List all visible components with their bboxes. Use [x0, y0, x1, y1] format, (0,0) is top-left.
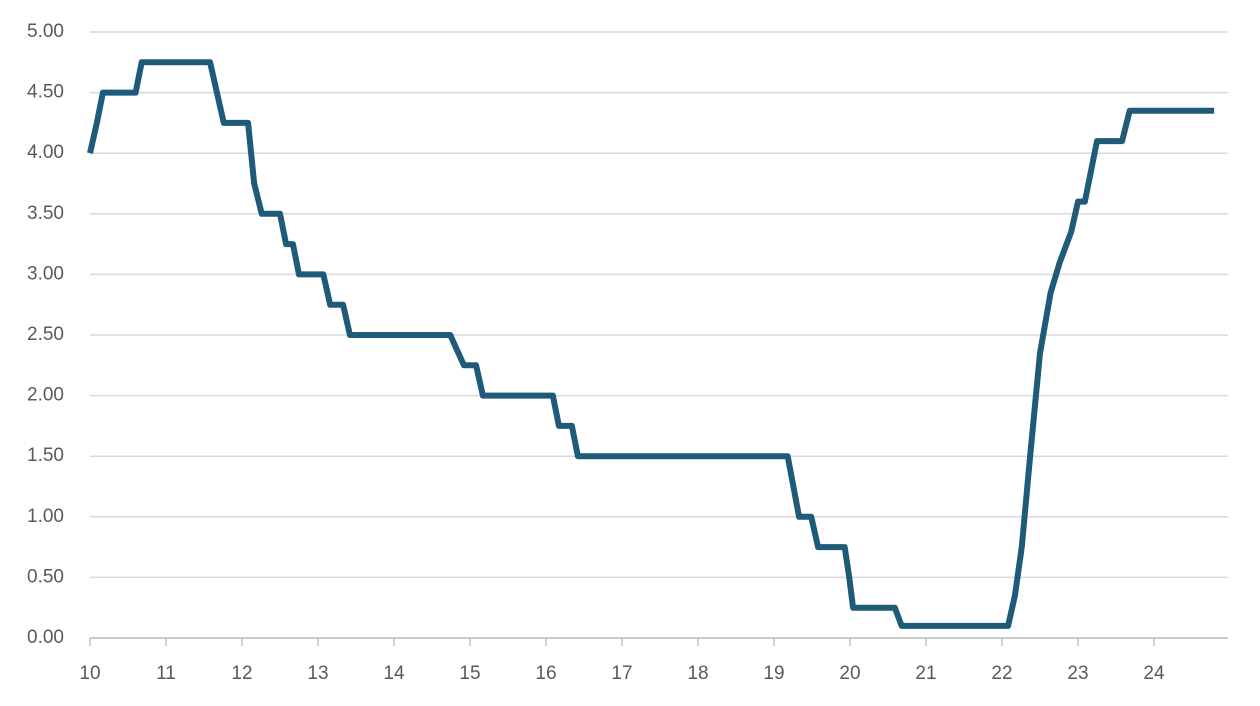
y-tick-label: 4.50: [27, 82, 64, 103]
y-tick-label: 3.00: [27, 263, 64, 284]
x-tick-label: 12: [231, 663, 252, 684]
y-tick-label: 2.50: [27, 324, 64, 345]
x-tick-label: 22: [991, 663, 1012, 684]
y-tick-label: 4.00: [27, 142, 64, 163]
y-tick-label: 1.50: [27, 445, 64, 466]
y-tick-label: 0.00: [27, 627, 64, 648]
x-tick-label: 20: [839, 663, 860, 684]
y-tick-label: 1.00: [27, 506, 64, 527]
x-tick-label: 18: [687, 663, 708, 684]
x-tick-label: 24: [1143, 663, 1165, 684]
x-tick-label: 15: [459, 663, 480, 684]
y-tick-label: 5.00: [27, 21, 64, 42]
x-tick-label: 11: [156, 663, 176, 684]
data-line: [87, 59, 1215, 629]
x-tick-label: 23: [1067, 663, 1088, 684]
y-tick-label: 3.50: [27, 203, 64, 224]
x-tick-label: 13: [307, 663, 328, 684]
x-tick-label: 17: [611, 663, 632, 684]
y-tick-label: 2.00: [27, 385, 64, 406]
x-tick-label: 10: [79, 663, 100, 684]
x-tick-label: 19: [763, 663, 784, 684]
x-tick-label: 14: [383, 663, 405, 684]
y-tick-label: 0.50: [27, 566, 64, 587]
x-tick-label: 21: [915, 663, 936, 684]
x-tick-label: 16: [535, 663, 556, 684]
